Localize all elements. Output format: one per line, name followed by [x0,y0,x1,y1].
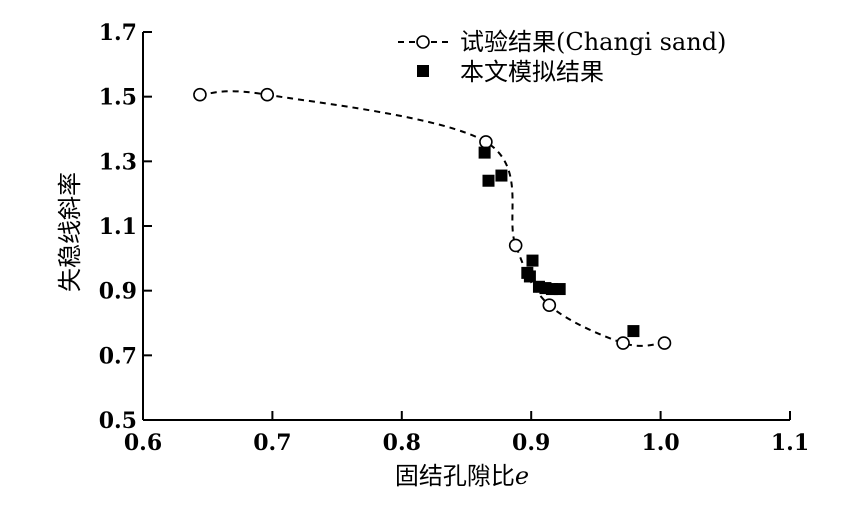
experiment-point [193,87,207,102]
experiment-point [508,238,523,253]
experiment-point [542,298,557,313]
experiment-point [479,135,493,149]
x-tick-label: 0.9 [512,430,550,456]
y-tick-label: 0.9 [99,279,137,305]
y-tick-label: 0.5 [99,408,137,434]
x-axis-title-main: 固结孔隙比 [395,462,515,490]
legend-marker-experiment [416,35,430,49]
simulation-point [627,325,640,338]
x-tick-label: 1.0 [641,430,679,456]
fit-curve-group [199,90,665,347]
experiment-point [260,87,275,102]
y-tick-label: 1.7 [99,20,137,46]
legend-label-experiment: 试验结果(Changi sand) [460,28,726,56]
x-tick-label: 1.1 [771,430,809,456]
legend-label-simulation: 本文模拟结果 [460,58,604,86]
experiment-point [616,336,630,350]
simulation-point [526,254,539,267]
experiment-point [657,336,672,350]
legend: 试验结果(Changi sand)本文模拟结果 [398,28,726,86]
simulation-point [553,283,566,296]
y-tick-label: 0.7 [99,343,137,369]
x-tick-label: 0.8 [383,430,421,456]
x-tick-label: 0.7 [253,430,291,456]
axes: 0.5 0.7 0.9 1.1 1.3 1.5 1.7 0.6 0.7 0.8 0.9 1.0 1.1 [99,20,809,456]
y-tick-label: 1.1 [99,214,137,240]
y-tick-label: 1.3 [99,149,137,175]
y-tick-label: 1.5 [99,85,137,111]
x-axis-title-symbol: e [515,462,529,490]
simulation-point [478,146,491,159]
y-axis-title: 失稳线斜率 [56,172,84,292]
x-tick-label: 0.6 [124,430,162,456]
series-line-experiment [199,90,665,347]
data-marks [193,87,672,350]
simulation-point [482,174,495,187]
simulation-point [523,270,536,283]
legend-marker-simulation [417,65,429,77]
x-axis-title: 固结孔隙比e [395,462,529,490]
simulation-point [495,169,508,182]
